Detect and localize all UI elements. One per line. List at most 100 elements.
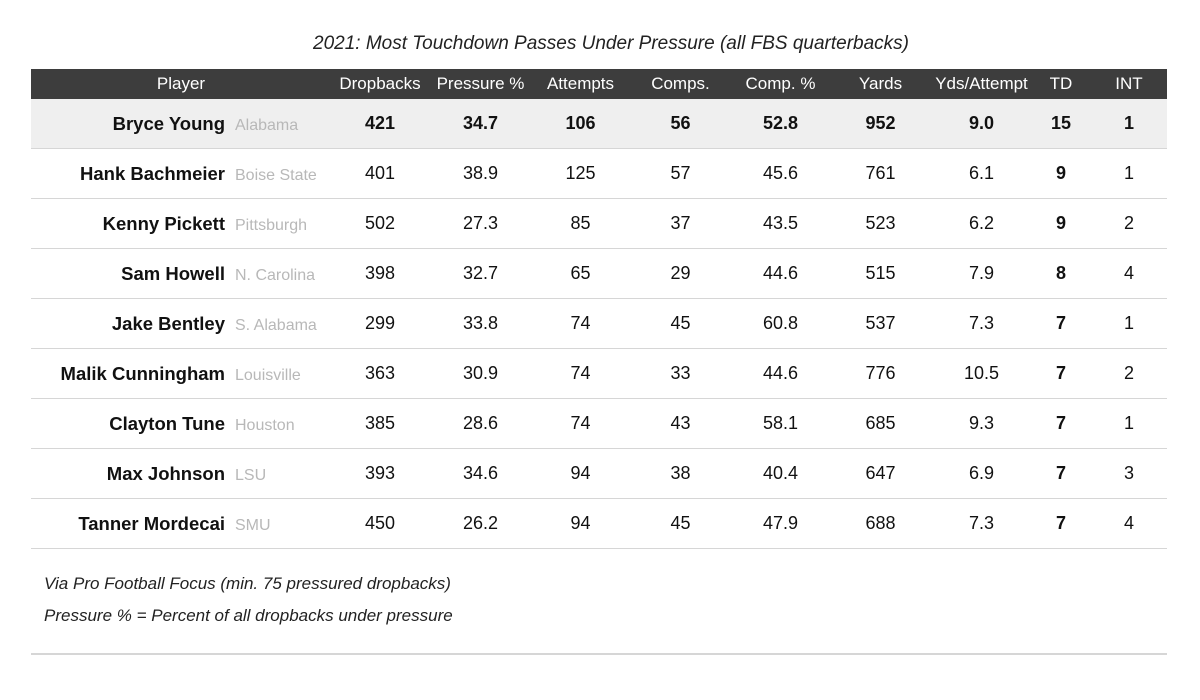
cell-player: Kenny Pickett Pittsburgh — [31, 198, 331, 249]
cell-pressure-pct: 34.7 — [429, 99, 532, 149]
table-row: Clayton Tune Houston 385 28.6 74 43 58.1 685 9.3… — [31, 398, 1167, 449]
cell-player: Bryce Young Alabama — [31, 99, 331, 149]
cell-dropbacks: 398 — [331, 248, 429, 299]
cell-pressure-pct: 30.9 — [429, 348, 532, 399]
cell-attempts: 125 — [532, 148, 629, 199]
player-school: Boise State — [235, 166, 317, 184]
column-header-comp-pct: Comp. % — [732, 69, 829, 99]
cell-td: 9 — [1031, 198, 1091, 249]
player-name: Kenny Pickett — [102, 212, 225, 234]
column-header-player: Player — [31, 69, 331, 99]
cell-dropbacks: 502 — [331, 198, 429, 249]
cell-int: 1 — [1091, 298, 1167, 349]
cell-attempts: 74 — [532, 298, 629, 349]
cell-dropbacks: 421 — [331, 99, 429, 149]
cell-player: Max Johnson LSU — [31, 448, 331, 499]
cell-yds-attempt: 7.9 — [932, 248, 1031, 299]
cell-comps: 33 — [629, 348, 732, 399]
cell-int: 3 — [1091, 448, 1167, 499]
player-name: Jake Bentley — [111, 312, 225, 334]
cell-comps: 45 — [629, 298, 732, 349]
player-school: N. Carolina — [235, 266, 316, 284]
cell-attempts: 74 — [532, 398, 629, 449]
cell-attempts: 94 — [532, 498, 629, 549]
cell-pressure-pct: 38.9 — [429, 148, 532, 199]
cell-attempts: 85 — [532, 198, 629, 249]
footnote-pressure-definition: Pressure % = Percent of all dropbacks un… — [44, 606, 453, 625]
cell-int: 1 — [1091, 148, 1167, 199]
table-row: Kenny Pickett Pittsburgh 502 27.3 85 37 43.5 52… — [31, 198, 1167, 249]
cell-yds-attempt: 6.2 — [932, 198, 1031, 249]
cell-td: 15 — [1031, 99, 1091, 149]
cell-yards: 685 — [829, 398, 932, 449]
cell-comp-pct: 44.6 — [732, 248, 829, 299]
cell-yards: 515 — [829, 248, 932, 299]
cell-attempts: 74 — [532, 348, 629, 399]
table-row: Sam Howell N. Carolina 398 32.7 65 29 44.6 515 7… — [31, 248, 1167, 299]
cell-comp-pct: 44.6 — [732, 348, 829, 399]
column-header-td: TD — [1031, 69, 1091, 99]
player-name: Tanner Mordecai — [78, 512, 225, 534]
cell-int: 2 — [1091, 348, 1167, 399]
table-body: Bryce Young Alabama 421 34.7 106 56 52.8 952 9.0… — [31, 99, 1167, 549]
table-header-row: Player Dropbacks Pressure % Attempts Com… — [31, 69, 1167, 99]
chart-title: 2021: Most Touchdown Passes Under Pressu… — [313, 33, 909, 54]
cell-comp-pct: 60.8 — [732, 298, 829, 349]
player-name: Max Johnson — [106, 462, 225, 484]
cell-comp-pct: 47.9 — [732, 498, 829, 549]
cell-yards: 952 — [829, 99, 932, 149]
player-name: Hank Bachmeier — [80, 162, 225, 184]
player-name: Bryce Young — [112, 112, 225, 134]
cell-dropbacks: 385 — [331, 398, 429, 449]
cell-td: 7 — [1031, 448, 1091, 499]
cell-yards: 776 — [829, 348, 932, 399]
player-name: Clayton Tune — [109, 412, 225, 434]
player-school: Pittsburgh — [235, 216, 308, 234]
cell-yds-attempt: 7.3 — [932, 498, 1031, 549]
table-row: Bryce Young Alabama 421 34.7 106 56 52.8 952 9.0… — [31, 99, 1167, 149]
player-school: S. Alabama — [235, 316, 317, 334]
player-name: Malik Cunningham — [60, 362, 225, 384]
cell-yards: 523 — [829, 198, 932, 249]
table-row: Malik Cunningham Louisville 363 30.9 74 33 44.… — [31, 348, 1167, 399]
player-school: SMU — [235, 516, 271, 534]
table-row: Jake Bentley S. Alabama 299 33.8 74 45 60.8 537… — [31, 298, 1167, 349]
cell-td: 7 — [1031, 348, 1091, 399]
cell-pressure-pct: 26.2 — [429, 498, 532, 549]
cell-player: Malik Cunningham Louisville — [31, 348, 331, 399]
column-header-comps: Comps. — [629, 69, 732, 99]
cell-yds-attempt: 10.5 — [932, 348, 1031, 399]
cell-comp-pct: 43.5 — [732, 198, 829, 249]
table-row: Hank Bachmeier Boise State 401 38.9 125 57 45.… — [31, 148, 1167, 199]
cell-yds-attempt: 9.0 — [932, 99, 1031, 149]
cell-int: 2 — [1091, 198, 1167, 249]
footnote-source: Via Pro Football Focus (min. 75 pressure… — [44, 574, 451, 593]
cell-int: 4 — [1091, 248, 1167, 299]
cell-comps: 37 — [629, 198, 732, 249]
cell-comp-pct: 45.6 — [732, 148, 829, 199]
cell-player: Tanner Mordecai SMU — [31, 498, 331, 549]
cell-int: 4 — [1091, 498, 1167, 549]
cell-pressure-pct: 34.6 — [429, 448, 532, 499]
cell-dropbacks: 363 — [331, 348, 429, 399]
cell-td: 9 — [1031, 148, 1091, 199]
cell-pressure-pct: 32.7 — [429, 248, 532, 299]
cell-comps: 29 — [629, 248, 732, 299]
player-school: Houston — [235, 416, 295, 434]
player-school: LSU — [235, 466, 267, 484]
cell-attempts: 65 — [532, 248, 629, 299]
column-header-yds-attempt: Yds/Attempt — [932, 69, 1031, 99]
stats-table: Player Dropbacks Pressure % Attempts Com… — [31, 69, 1167, 549]
cell-int: 1 — [1091, 99, 1167, 149]
cell-yards: 761 — [829, 148, 932, 199]
cell-attempts: 106 — [532, 99, 629, 149]
table-row: Max Johnson LSU 393 34.6 94 38 40.4 647 6.9 7 3 — [31, 448, 1167, 499]
cell-td: 7 — [1031, 498, 1091, 549]
cell-player: Clayton Tune Houston — [31, 398, 331, 449]
cell-player: Sam Howell N. Carolina — [31, 248, 331, 299]
cell-comp-pct: 58.1 — [732, 398, 829, 449]
cell-yds-attempt: 7.3 — [932, 298, 1031, 349]
cell-yards: 647 — [829, 448, 932, 499]
column-header-dropbacks: Dropbacks — [331, 69, 429, 99]
cell-yards: 688 — [829, 498, 932, 549]
